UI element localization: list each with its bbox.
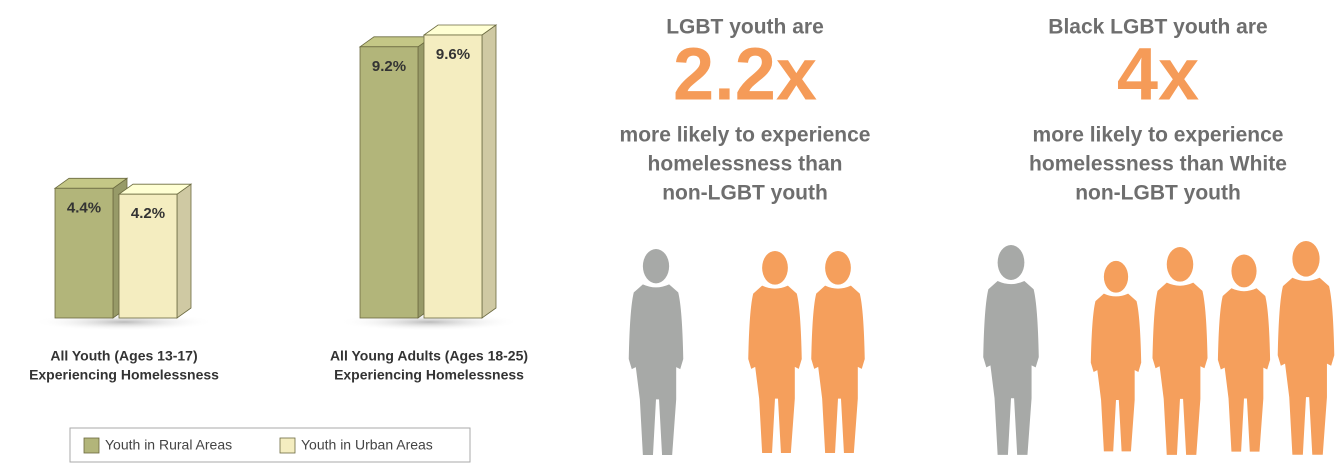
silhouette xyxy=(1152,247,1208,455)
category-label: All Young Adults (Ages 18-25) xyxy=(330,348,528,364)
stat-lead: LGBT youth are xyxy=(666,16,824,39)
legend-box xyxy=(69,427,471,463)
value-label: 4.2% xyxy=(131,205,165,222)
stat-text: more likely to experience xyxy=(1033,124,1284,147)
bar-side xyxy=(481,24,497,319)
bar-front xyxy=(359,46,419,319)
silhouette xyxy=(1277,241,1335,455)
stat-figure: 2.2x xyxy=(673,33,817,116)
stat-text: homelessness than White xyxy=(1029,153,1287,176)
silhouette xyxy=(748,250,802,454)
bar-front xyxy=(118,193,178,319)
bar-front xyxy=(423,34,483,319)
value-label: 9.6% xyxy=(436,46,470,63)
category-label: Experiencing Homelessness xyxy=(29,367,219,383)
legend-swatch xyxy=(83,437,100,454)
value-label: 4.4% xyxy=(67,199,101,216)
stat-lead: Black LGBT youth are xyxy=(1048,16,1267,39)
silhouette xyxy=(811,250,865,454)
silhouette xyxy=(1090,260,1142,452)
bar-side xyxy=(176,183,192,319)
stat-text: non-LGBT youth xyxy=(1075,182,1241,205)
stat-text: more likely to experience xyxy=(620,124,871,147)
stat-text: non-LGBT youth xyxy=(662,182,828,205)
bar xyxy=(358,36,434,319)
silhouettes xyxy=(628,241,1335,455)
value-label: 9.2% xyxy=(372,58,406,75)
legend-label: Youth in Urban Areas xyxy=(301,437,433,453)
legend-swatch xyxy=(279,437,296,454)
bar xyxy=(422,24,498,319)
stat-figure: 4x xyxy=(1117,33,1199,116)
silhouette xyxy=(628,249,684,455)
category-label: Experiencing Homelessness xyxy=(334,367,524,383)
legend-label: Youth in Rural Areas xyxy=(105,437,232,453)
silhouette xyxy=(983,245,1039,455)
bar-front xyxy=(54,187,114,319)
silhouette xyxy=(1217,254,1271,452)
bar xyxy=(117,183,193,319)
stat-text: homelessness than xyxy=(648,153,843,176)
category-label: All Youth (Ages 13-17) xyxy=(50,348,197,364)
